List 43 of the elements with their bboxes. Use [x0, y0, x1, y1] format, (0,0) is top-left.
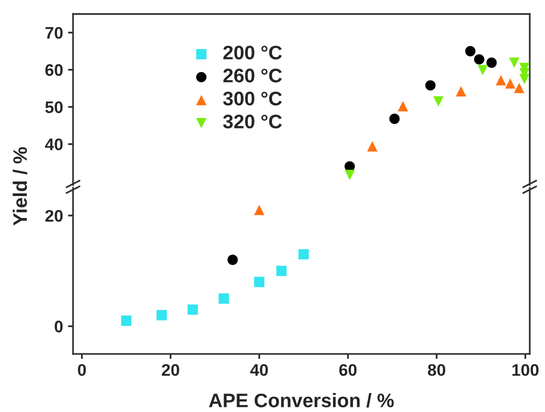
x-tick-label: 60 [339, 364, 357, 376]
y-tick-label: 60 [45, 64, 63, 76]
y-axis-title: Yield / % [12, 147, 28, 226]
point [367, 141, 378, 152]
point [505, 78, 516, 89]
point [496, 75, 506, 86]
point [188, 304, 198, 315]
y-tick-label: 40 [45, 138, 63, 150]
point [509, 58, 520, 68]
point [276, 266, 287, 276]
point [486, 58, 497, 68]
point [398, 101, 408, 112]
point [474, 54, 484, 65]
point [433, 96, 444, 107]
point [254, 204, 264, 216]
x-tick-label: 80 [428, 364, 446, 376]
point [121, 316, 132, 326]
y-tick-label: 20 [45, 210, 63, 222]
legend-label: 260 °C [223, 68, 282, 82]
y-tick-label: 50 [45, 101, 63, 114]
point [465, 46, 476, 56]
x-tick-label: 20 [162, 364, 180, 376]
y-tick-label: 0 [54, 320, 63, 332]
point [156, 310, 167, 320]
x-tick-label: 40 [250, 364, 268, 376]
point [456, 86, 466, 96]
point [298, 249, 309, 260]
point [514, 82, 524, 94]
legend-label: 200 °C [223, 46, 282, 60]
point [344, 170, 355, 180]
x-axis-title: APE Conversion / % [208, 393, 394, 408]
point [478, 64, 488, 76]
point [254, 276, 264, 288]
y-tick-label: 70 [45, 26, 63, 39]
point [519, 74, 530, 84]
point [389, 114, 400, 124]
x-tick-label: 0 [78, 364, 86, 376]
legend-label: 320 °C [223, 114, 282, 128]
point [425, 80, 436, 91]
point [228, 254, 238, 265]
legend-label: 300 °C [223, 92, 282, 106]
point [218, 293, 229, 304]
x-tick-label: 100 [512, 364, 539, 376]
